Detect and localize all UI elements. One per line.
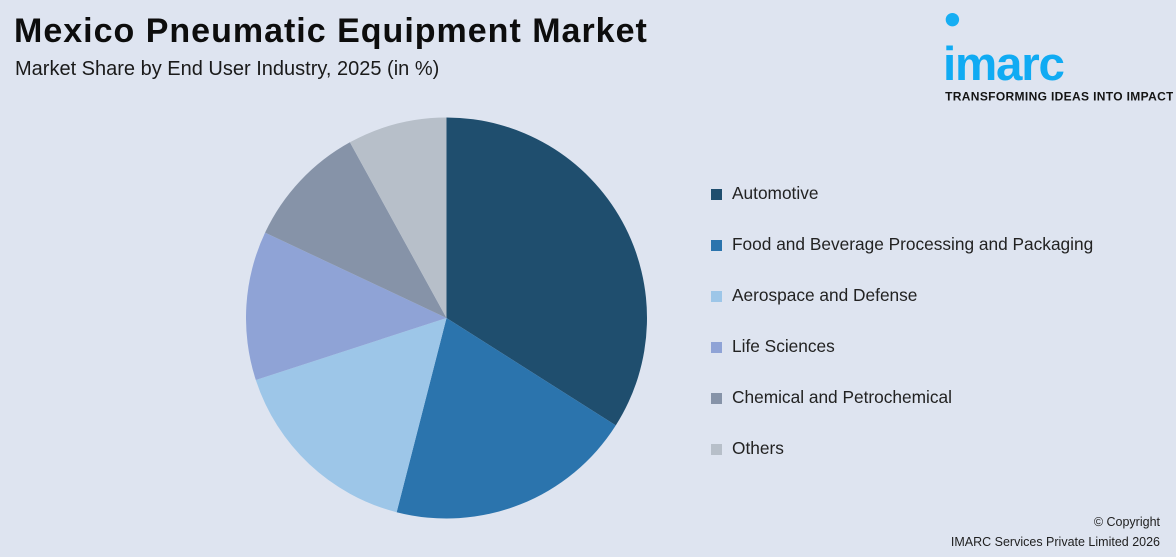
svg-text:imarc: imarc: [943, 38, 1065, 91]
svg-text:TRANSFORMING IDEAS INTO IMPACT: TRANSFORMING IDEAS INTO IMPACT: [945, 90, 1173, 104]
